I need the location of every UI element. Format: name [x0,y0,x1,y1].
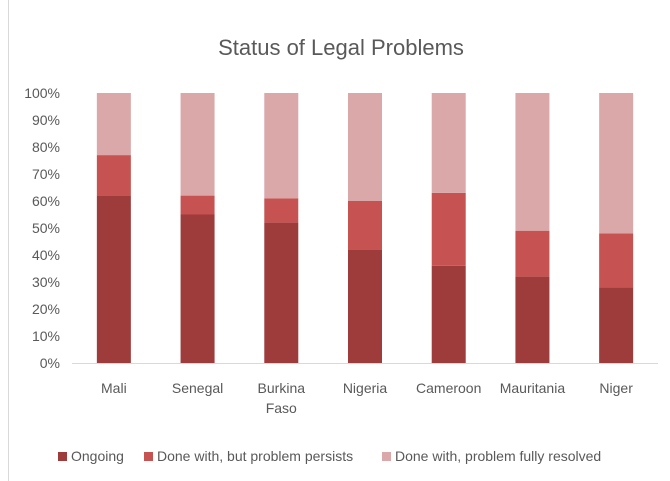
x-tick-label: Mali [101,380,127,396]
bar-segment-3 [96,93,131,156]
chart-title: Status of Legal Problems [218,35,464,60]
y-tick-label: 70% [32,166,60,182]
bars [96,93,634,363]
bar-segment-3 [180,93,215,196]
bar-segment-2 [515,230,550,277]
y-tick-label: 90% [32,112,60,128]
x-tick-label-line: Senegal [172,380,223,396]
x-tick-label-line: Faso [266,400,297,416]
bar-segment-1 [599,287,634,363]
legend-swatch [382,452,391,461]
x-tick-label-line: Mauritania [500,380,566,396]
legend-label: Done with, but problem persists [157,448,353,464]
bar-segment-2 [348,201,382,250]
x-tick-label: Mauritania [500,380,566,396]
bar-segment-1 [180,214,215,363]
frame-edge [8,0,9,481]
y-tick-label: 10% [32,328,60,344]
bar-segment-1 [431,265,466,363]
bar-segment-2 [431,192,466,266]
bar-segment-3 [515,93,550,231]
bar-segment-2 [180,195,215,215]
legend-label: Ongoing [71,448,124,464]
bar-segment-2 [264,198,299,223]
x-tick-label-line: Cameroon [416,380,481,396]
bar-segment-2 [96,155,131,196]
y-tick-label: 40% [32,247,60,263]
x-tick-label: Nigeria [343,380,388,396]
x-tick-label: Senegal [172,380,223,396]
bar-segment-3 [431,93,466,193]
y-tick-label: 20% [32,301,60,317]
x-tick-label-line: Niger [599,380,633,396]
legend-swatch [58,452,67,461]
x-tick-label: Niger [599,380,633,396]
bar-segment-2 [599,233,634,288]
x-tick-label: Cameroon [416,380,481,396]
x-axis: Mali Senegal Burkina Faso Nigeria Cameroon Mau… [72,363,658,416]
x-tick-label-line: Nigeria [343,380,388,396]
legend-label: Done with, problem fully resolved [395,448,601,464]
x-tick-label: Burkina Faso [258,380,306,416]
legend-swatch [144,452,153,461]
bar-segment-1 [515,276,550,363]
y-tick-label: 30% [32,274,60,290]
x-tick-label-line: Mali [101,380,127,396]
bar-segment-3 [599,93,634,234]
x-tick-label-line: Burkina [258,380,306,396]
bar-segment-3 [264,93,299,199]
bar-segment-1 [348,249,382,363]
bar-segment-1 [96,195,131,363]
y-tick-label: 0% [40,355,60,371]
bar-segment-1 [264,222,299,363]
y-tick-label: 100% [24,85,60,101]
y-tick-label: 60% [32,193,60,209]
y-axis: 0% 10% 20% 30% 40% 50% 60% 70% 80% 90% 100% [24,85,60,371]
bar-segment-3 [348,93,382,201]
y-tick-label: 80% [32,139,60,155]
legend: Ongoing Done with, but problem persists Do… [58,448,601,464]
y-tick-label: 50% [32,220,60,236]
